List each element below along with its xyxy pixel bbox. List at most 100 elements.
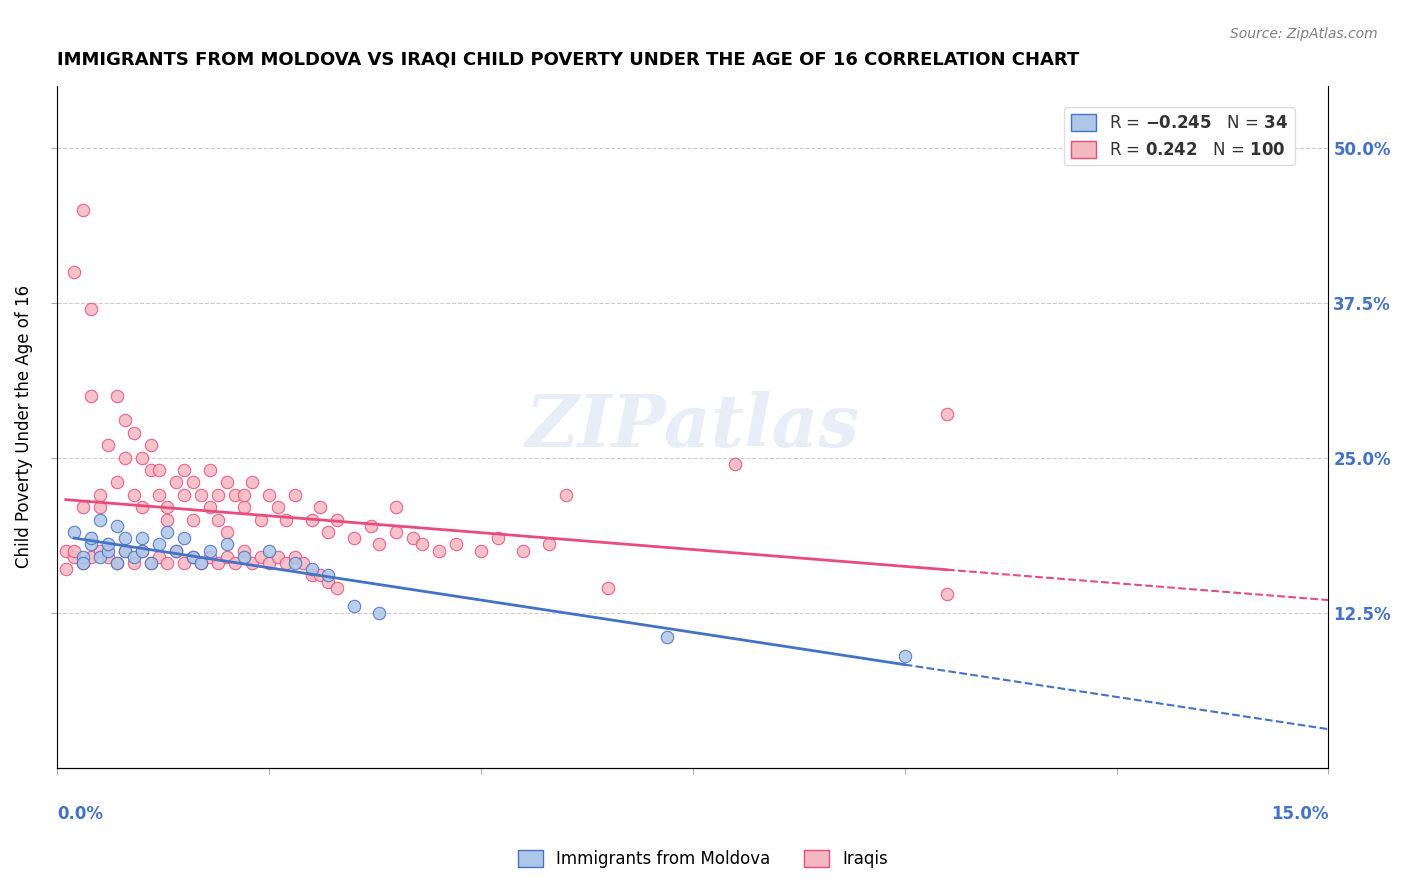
Point bbox=[97, 438, 120, 452]
Y-axis label: Child Poverty Under the Age of 16: Child Poverty Under the Age of 16 bbox=[15, 285, 32, 568]
Point bbox=[215, 549, 238, 564]
Point bbox=[368, 606, 391, 620]
Point bbox=[89, 549, 111, 564]
Point bbox=[240, 556, 263, 570]
Point bbox=[486, 531, 509, 545]
Point bbox=[198, 463, 221, 477]
Point bbox=[232, 543, 254, 558]
Point bbox=[257, 488, 280, 502]
Point bbox=[72, 500, 94, 515]
Point bbox=[598, 581, 620, 595]
Point bbox=[148, 488, 170, 502]
Point bbox=[343, 531, 366, 545]
Point bbox=[139, 438, 162, 452]
Point bbox=[292, 556, 315, 570]
Point bbox=[97, 549, 120, 564]
Point bbox=[165, 475, 187, 490]
Point bbox=[114, 543, 136, 558]
Point bbox=[156, 556, 179, 570]
Point bbox=[318, 524, 340, 539]
Point bbox=[936, 407, 959, 421]
Point bbox=[165, 543, 187, 558]
Point bbox=[55, 543, 77, 558]
Point bbox=[207, 488, 229, 502]
Point bbox=[249, 513, 271, 527]
Point bbox=[385, 500, 408, 515]
Point bbox=[326, 581, 349, 595]
Point bbox=[470, 543, 492, 558]
Point bbox=[80, 549, 103, 564]
Point bbox=[105, 388, 128, 402]
Point bbox=[156, 513, 179, 527]
Point bbox=[266, 549, 288, 564]
Point bbox=[309, 568, 332, 582]
Point bbox=[114, 413, 136, 427]
Point bbox=[148, 463, 170, 477]
Point bbox=[301, 562, 323, 576]
Point bbox=[257, 543, 280, 558]
Point bbox=[444, 537, 467, 551]
Text: 15.0%: 15.0% bbox=[1271, 805, 1329, 823]
Point bbox=[343, 599, 366, 614]
Point bbox=[207, 513, 229, 527]
Point bbox=[411, 537, 433, 551]
Point bbox=[139, 556, 162, 570]
Point bbox=[97, 543, 120, 558]
Point bbox=[139, 463, 162, 477]
Point bbox=[131, 450, 153, 465]
Point bbox=[936, 587, 959, 601]
Point bbox=[181, 549, 204, 564]
Point bbox=[181, 513, 204, 527]
Point bbox=[122, 488, 145, 502]
Point bbox=[257, 556, 280, 570]
Point bbox=[215, 537, 238, 551]
Point bbox=[224, 556, 246, 570]
Point bbox=[105, 519, 128, 533]
Point bbox=[724, 457, 747, 471]
Point bbox=[72, 556, 94, 570]
Point bbox=[55, 562, 77, 576]
Point bbox=[89, 513, 111, 527]
Point bbox=[402, 531, 425, 545]
Point bbox=[198, 543, 221, 558]
Point bbox=[266, 500, 288, 515]
Point bbox=[173, 488, 195, 502]
Text: ZIPatlas: ZIPatlas bbox=[526, 391, 860, 462]
Point bbox=[215, 475, 238, 490]
Point bbox=[173, 531, 195, 545]
Point bbox=[131, 500, 153, 515]
Point bbox=[512, 543, 534, 558]
Point bbox=[72, 549, 94, 564]
Point bbox=[122, 556, 145, 570]
Point bbox=[893, 649, 915, 664]
Point bbox=[105, 475, 128, 490]
Point bbox=[274, 556, 297, 570]
Point bbox=[80, 531, 103, 545]
Text: IMMIGRANTS FROM MOLDOVA VS IRAQI CHILD POVERTY UNDER THE AGE OF 16 CORRELATION C: IMMIGRANTS FROM MOLDOVA VS IRAQI CHILD P… bbox=[58, 51, 1080, 69]
Point bbox=[215, 524, 238, 539]
Point bbox=[181, 549, 204, 564]
Point bbox=[131, 531, 153, 545]
Point bbox=[139, 556, 162, 570]
Point bbox=[63, 549, 86, 564]
Point bbox=[148, 549, 170, 564]
Point bbox=[89, 488, 111, 502]
Point bbox=[198, 500, 221, 515]
Point bbox=[122, 425, 145, 440]
Point bbox=[284, 556, 307, 570]
Point bbox=[318, 574, 340, 589]
Point bbox=[165, 543, 187, 558]
Point bbox=[232, 488, 254, 502]
Point bbox=[173, 463, 195, 477]
Point bbox=[360, 519, 382, 533]
Legend: R = $\mathbf{-0.245}$   N = $\mathbf{ 34}$, R = $\mathbf{ 0.242}$   N = $\mathbf: R = $\mathbf{-0.245}$ N = $\mathbf{ 34}$… bbox=[1064, 108, 1295, 166]
Point bbox=[122, 549, 145, 564]
Point bbox=[63, 543, 86, 558]
Point bbox=[114, 531, 136, 545]
Point bbox=[97, 537, 120, 551]
Point bbox=[301, 568, 323, 582]
Point bbox=[181, 475, 204, 490]
Point bbox=[63, 264, 86, 278]
Point bbox=[80, 388, 103, 402]
Point bbox=[249, 549, 271, 564]
